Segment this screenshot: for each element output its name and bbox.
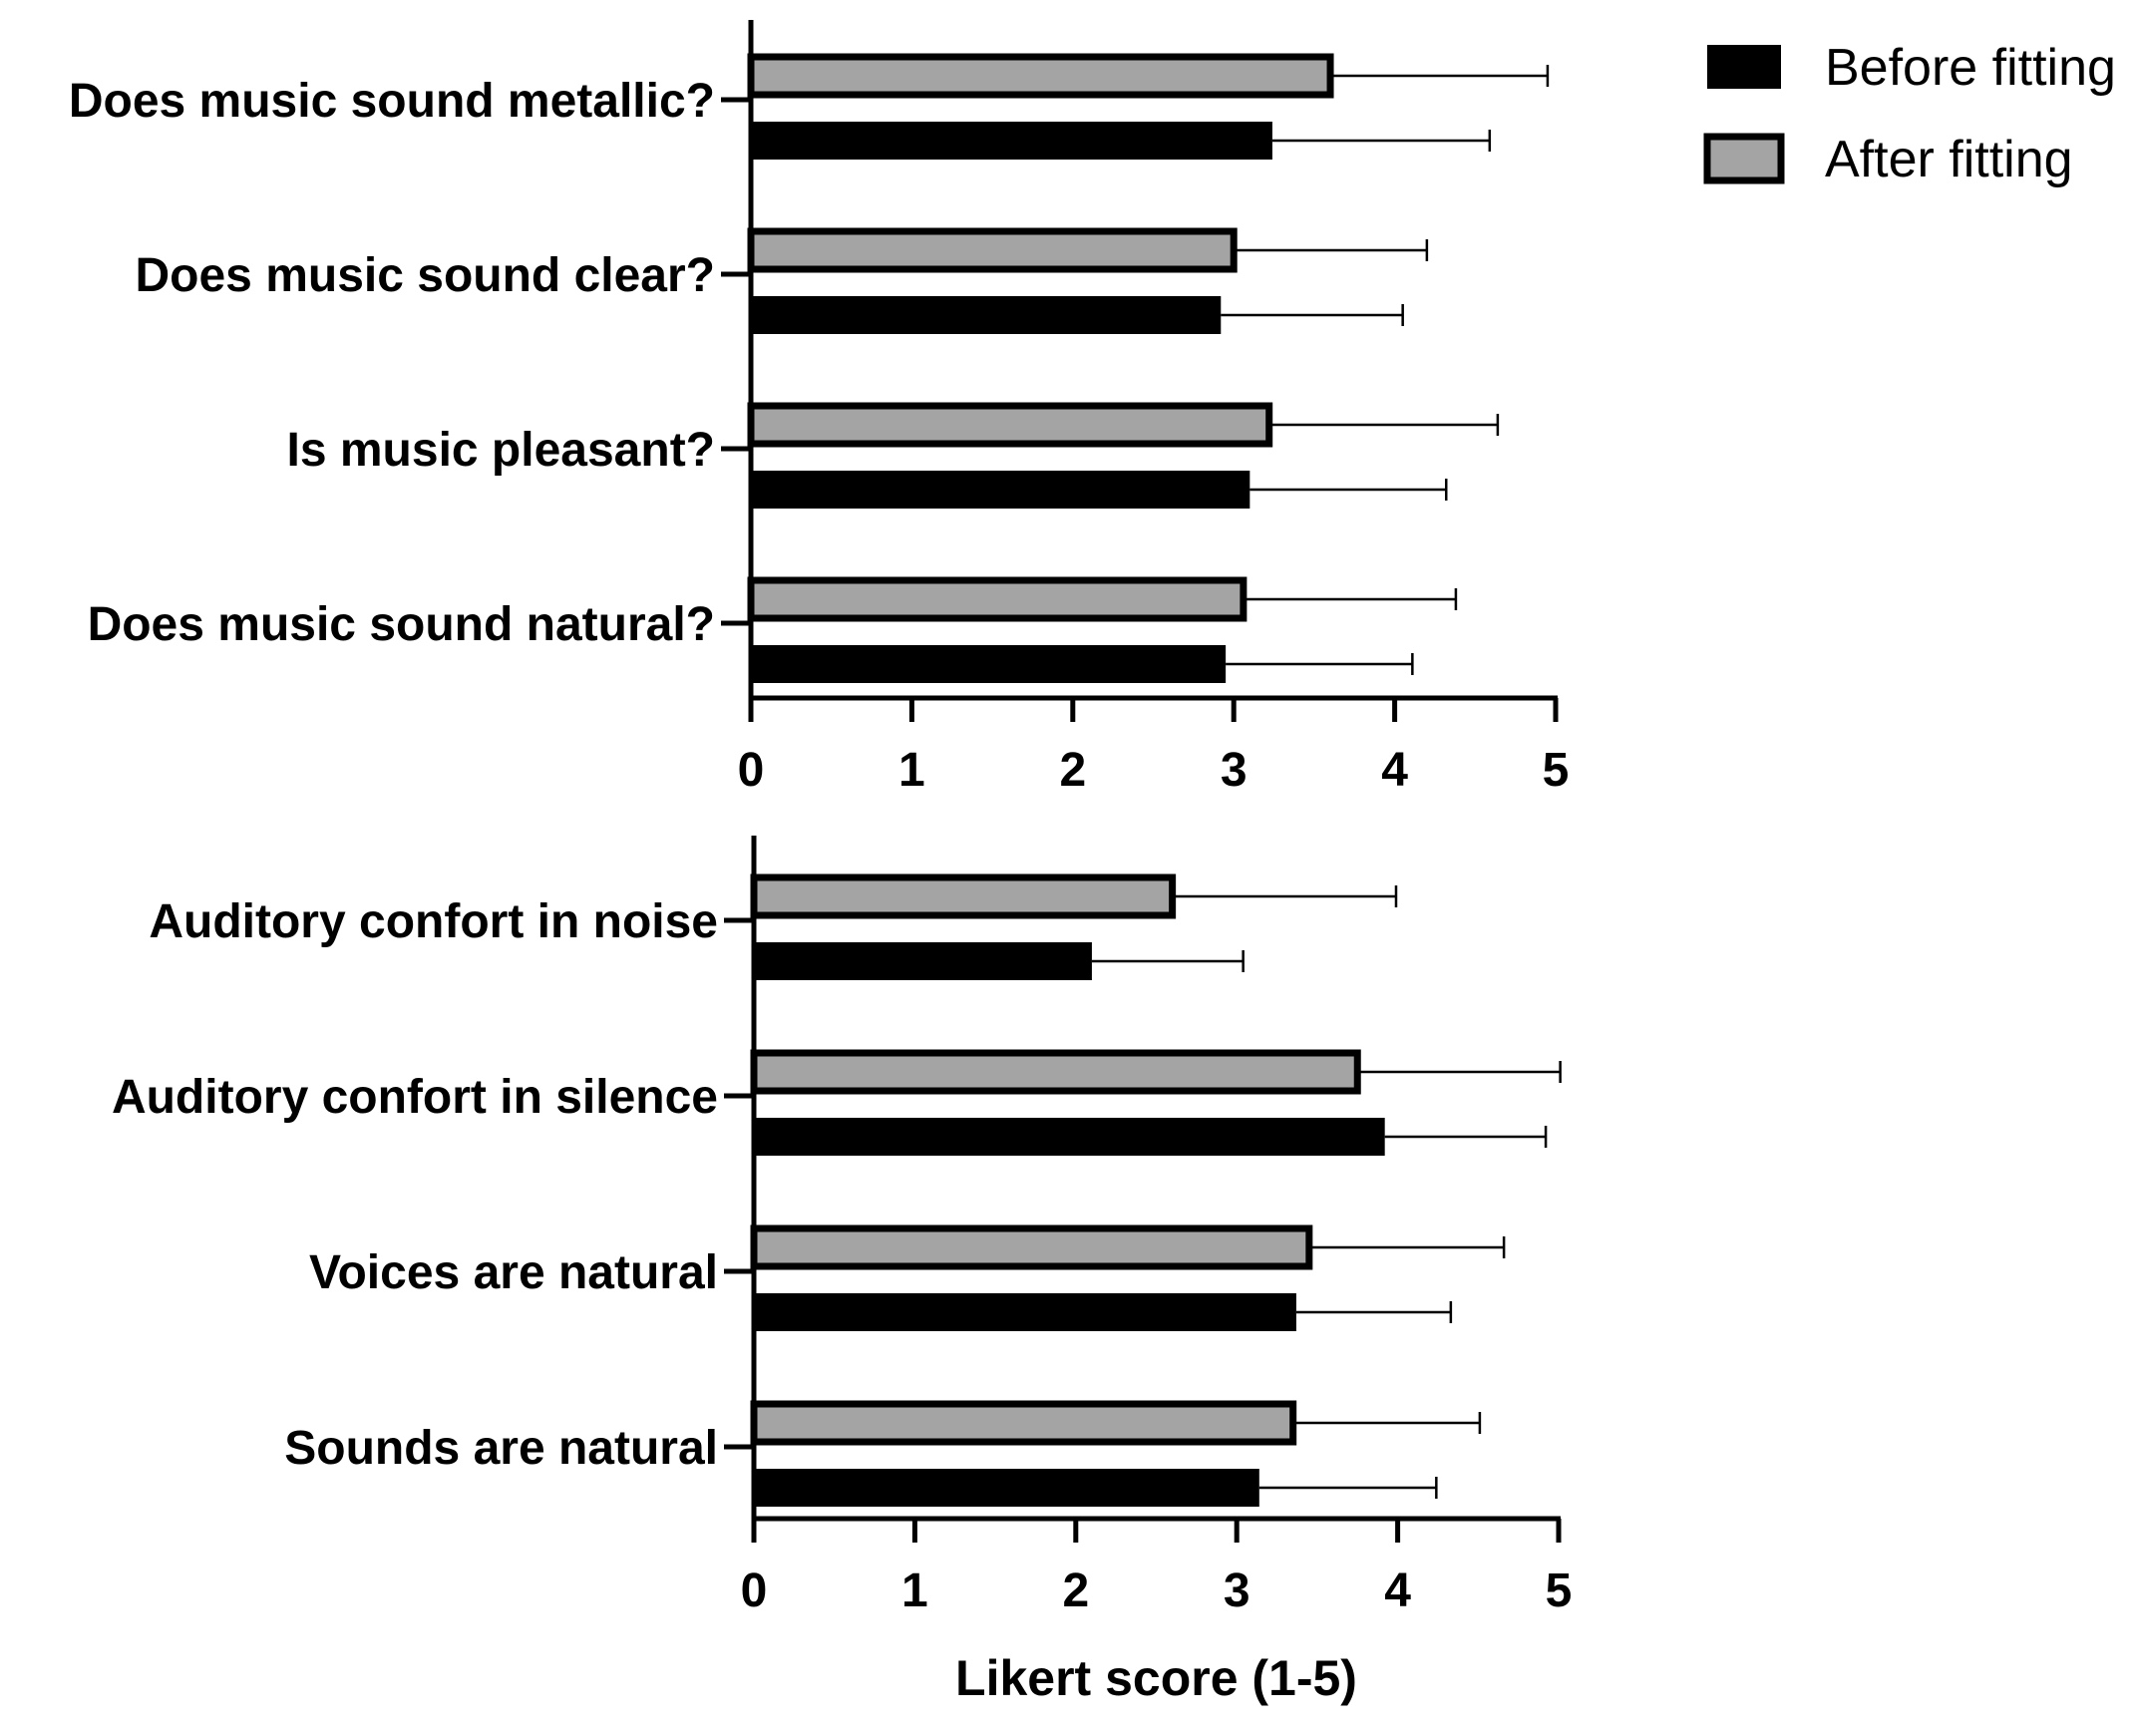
- bar-after-fitting: [747, 402, 1273, 448]
- category-label: Does music sound natural?: [88, 598, 715, 651]
- bar-before-fitting: [751, 471, 1250, 509]
- category-label: Sounds are natural: [284, 1422, 718, 1475]
- category-label: Voices are natural: [309, 1246, 718, 1299]
- bar-after-fitting: [747, 576, 1247, 622]
- x-tick-label: 3: [1221, 744, 1247, 797]
- category-label: Does music sound metallic?: [69, 75, 715, 128]
- category-label: Auditory confort in noise: [149, 895, 718, 948]
- category-label: Is music pleasant?: [287, 424, 716, 477]
- bar-before-fitting: [754, 1293, 1296, 1331]
- x-axis-label: Likert score (1-5): [955, 1650, 1357, 1706]
- category-label: Auditory confort in silence: [112, 1071, 718, 1124]
- bar-after-fitting: [750, 1400, 1297, 1446]
- bar-before-fitting: [754, 1469, 1259, 1507]
- bar-before-fitting: [754, 1118, 1385, 1156]
- x-tick-label: 5: [1543, 744, 1570, 797]
- bar-before-fitting: [751, 296, 1222, 334]
- bar-before-fitting: [754, 942, 1092, 980]
- bar-after-fitting: [750, 1224, 1313, 1270]
- legend-swatch-after-fitting: [1703, 133, 1785, 184]
- chart-panel-2: 0 1 2 3 4 5 Auditory confort in noise Auditory …: [112, 836, 1572, 1706]
- x-tick-label: 2: [1059, 744, 1086, 797]
- bar-after-fitting: [750, 1049, 1361, 1095]
- bar-before-fitting: [751, 645, 1227, 683]
- category-label: Does music sound clear?: [135, 249, 715, 302]
- bar-after-fitting: [747, 227, 1238, 273]
- x-tick-label: 1: [898, 744, 925, 797]
- bar-after-fitting: [750, 873, 1177, 919]
- legend-label: After fitting: [1825, 131, 2073, 188]
- legend-label: Before fitting: [1825, 39, 2116, 97]
- x-tick-label: 5: [1546, 1564, 1573, 1617]
- legend: Before fitting After fitting: [1703, 39, 2116, 188]
- x-tick-label: 1: [901, 1564, 928, 1617]
- x-tick-label: 3: [1224, 1564, 1250, 1617]
- x-tick-label: 0: [738, 744, 765, 797]
- x-tick-label: 0: [741, 1564, 768, 1617]
- bar-after-fitting: [747, 53, 1334, 99]
- x-tick-label: 4: [1384, 1564, 1411, 1617]
- x-tick-label: 4: [1381, 744, 1408, 797]
- chart-panel-1: 0 1 2 3 4 5 Does music sound metallic? Does mus…: [69, 20, 1570, 797]
- x-tick-label: 2: [1062, 1564, 1089, 1617]
- bar-before-fitting: [751, 122, 1272, 160]
- legend-swatch-before-fitting: [1707, 45, 1781, 89]
